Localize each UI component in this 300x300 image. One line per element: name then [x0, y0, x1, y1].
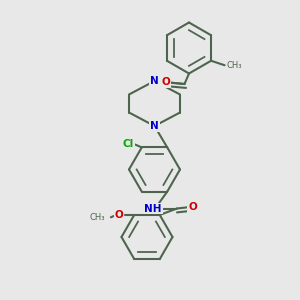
Text: O: O: [188, 202, 197, 212]
Text: CH₃: CH₃: [89, 213, 105, 222]
Text: O: O: [115, 210, 124, 220]
Text: Cl: Cl: [123, 140, 134, 149]
Text: NH: NH: [144, 203, 162, 214]
Text: CH₃: CH₃: [226, 61, 242, 70]
Text: N: N: [150, 76, 159, 86]
Text: O: O: [161, 77, 170, 88]
Text: N: N: [150, 121, 159, 131]
